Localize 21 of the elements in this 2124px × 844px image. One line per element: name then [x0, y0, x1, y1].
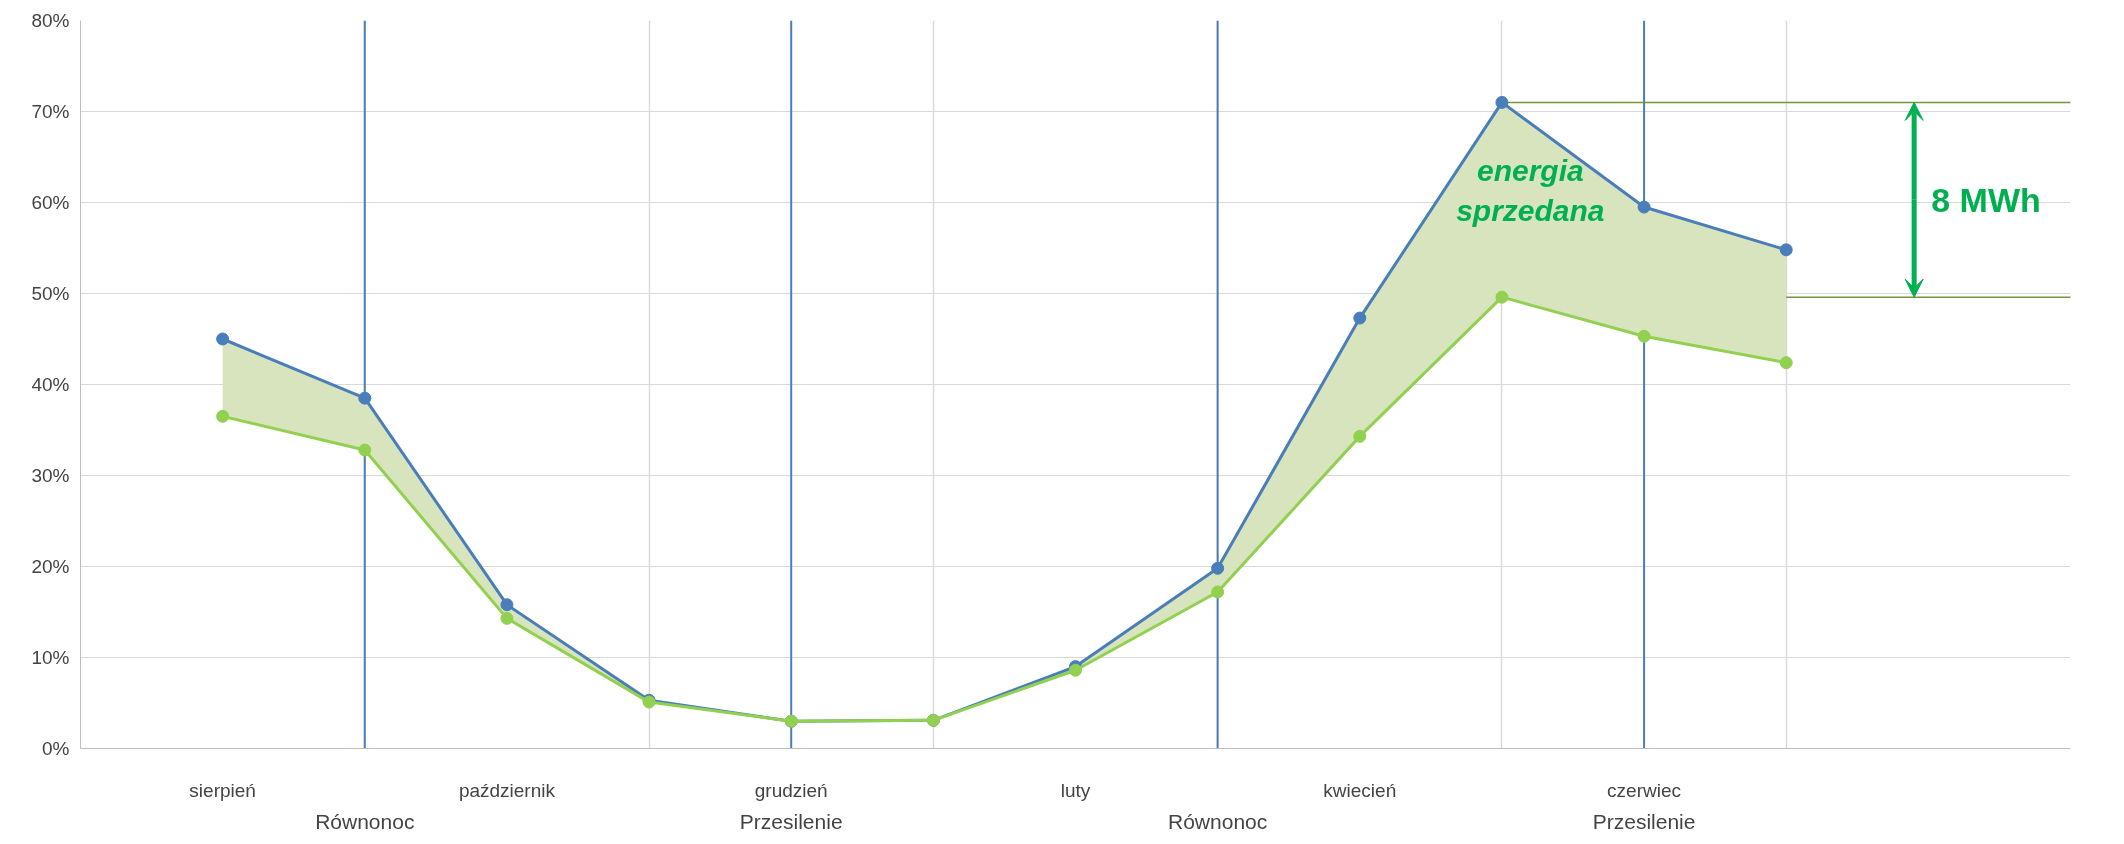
y-tick-label: 40%	[31, 374, 70, 395]
y-tick-label: 50%	[31, 283, 70, 304]
y-tick-label: 20%	[31, 556, 70, 577]
y-tick-label: 30%	[31, 465, 70, 486]
text: Przesilenie	[739, 809, 843, 833]
x-tick-label: sierpień	[189, 779, 256, 801]
text: 8 MWh	[1931, 180, 2041, 219]
x-tick-label: luty	[1060, 779, 1091, 801]
y-tick-label: 70%	[31, 101, 70, 122]
x-tick-label: kwiecień	[1323, 779, 1397, 801]
text: Przesilenie	[1592, 809, 1696, 833]
text: Równonoc	[315, 809, 415, 833]
x-tick-label: grudzień	[754, 779, 828, 801]
y-tick-label: 60%	[31, 192, 70, 213]
y-tick-label: 80%	[31, 10, 70, 31]
annotation: energia sprzedana	[1456, 154, 1605, 227]
x-tick-label: czerwiec	[1607, 779, 1682, 801]
y-tick-label: 10%	[31, 647, 70, 668]
text: Równonoc	[1168, 809, 1268, 833]
x-tick-label: październik	[458, 779, 556, 801]
y-tick-label: 0%	[42, 738, 70, 759]
